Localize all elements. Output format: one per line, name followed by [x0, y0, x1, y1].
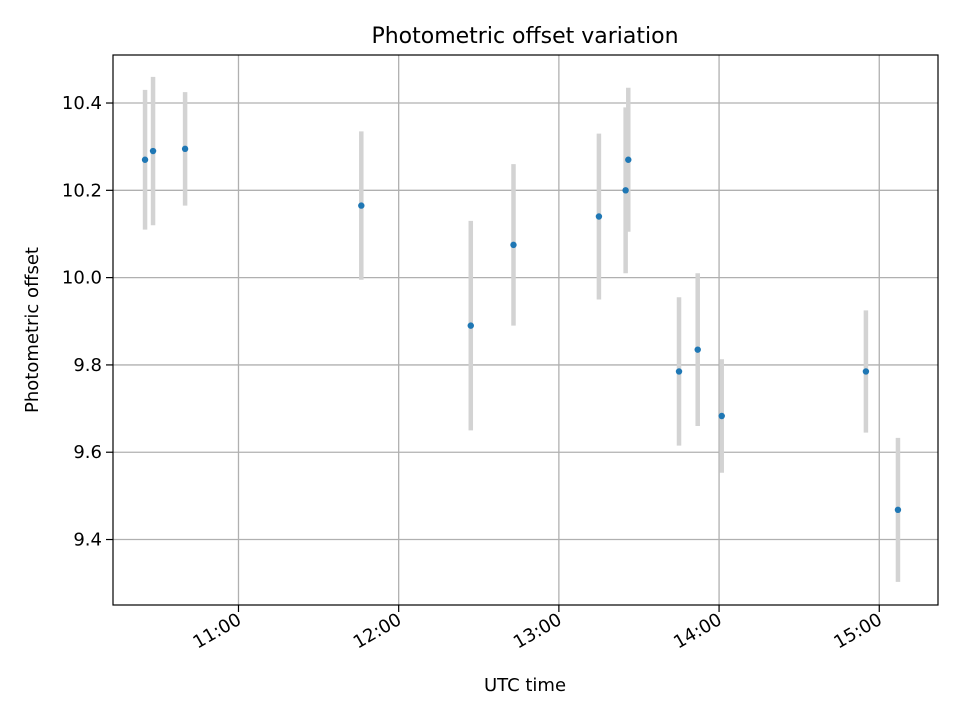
data-point [149, 147, 157, 155]
grid-lines [113, 55, 938, 605]
data-point [694, 346, 701, 353]
data-point [862, 368, 870, 375]
plot-frame [112, 54, 939, 606]
y-axis-title: Photometric offset [22, 247, 43, 413]
y-tick-label: 9.4 [73, 530, 102, 551]
y-tick-label: 9.8 [73, 355, 102, 376]
data-point [141, 156, 149, 163]
data-point [358, 202, 365, 209]
chart-title: Photometric offset variation [371, 24, 678, 49]
data-point [510, 241, 517, 249]
data-point [595, 213, 603, 220]
data-point [894, 506, 902, 514]
data-point [675, 368, 683, 375]
x-axis-title: UTC time [484, 675, 566, 696]
data-points [141, 145, 902, 514]
data-point [622, 187, 629, 194]
y-axis-ticks: 9.4 9.6 9.8 10.0 10.2 10.4 [62, 93, 113, 551]
data-point [718, 412, 725, 420]
y-tick-label: 9.6 [73, 442, 102, 463]
data-point [625, 156, 632, 163]
y-tick-label: 10.2 [62, 180, 102, 201]
y-tick-label: 10.4 [62, 93, 102, 114]
data-point [467, 322, 474, 329]
data-point [181, 145, 189, 153]
y-tick-label: 10.0 [62, 268, 102, 289]
